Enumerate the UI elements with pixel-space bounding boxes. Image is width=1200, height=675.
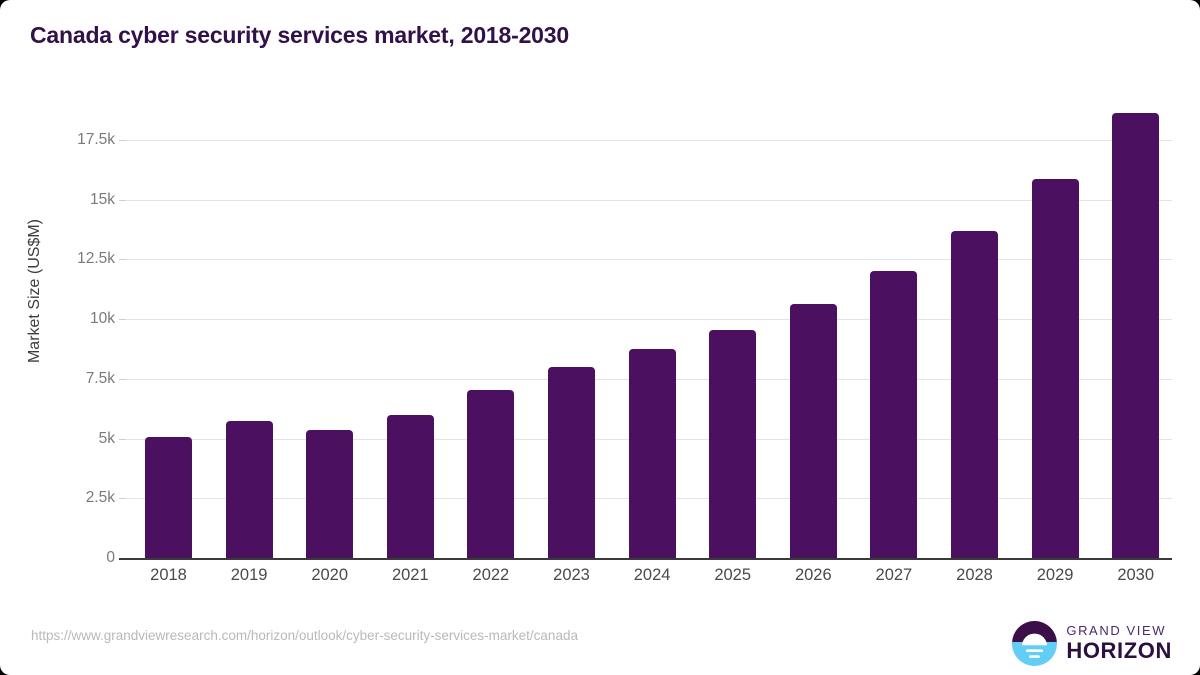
y-tick-mark bbox=[119, 438, 126, 440]
gridline bbox=[126, 140, 1172, 141]
bar-2025[interactable] bbox=[709, 329, 757, 558]
y-tick-mark bbox=[119, 199, 126, 201]
x-tick-label-2024: 2024 bbox=[633, 566, 671, 584]
x-tick-label-2018: 2018 bbox=[150, 566, 187, 584]
logo-text-grand-view: GRAND VIEW bbox=[1066, 623, 1167, 638]
y-tick-mark bbox=[119, 259, 126, 261]
bar-2027[interactable] bbox=[870, 271, 918, 558]
x-tick-label-2027: 2027 bbox=[875, 566, 913, 584]
logo-text-horizon: HORIZON bbox=[1066, 638, 1172, 663]
gridline bbox=[126, 259, 1172, 261]
x-tick-label-2023: 2023 bbox=[553, 566, 590, 584]
x-tick-label-2025: 2025 bbox=[714, 566, 752, 584]
page-title: Canada cyber security services market, 2… bbox=[30, 22, 569, 48]
y-tick-label: 2.5k bbox=[85, 489, 115, 507]
x-tick-label-2019: 2019 bbox=[230, 566, 268, 584]
bar-2024[interactable] bbox=[628, 349, 676, 558]
y-tick-label: 5k bbox=[98, 429, 115, 447]
bar-2021[interactable] bbox=[386, 414, 434, 558]
y-tick-label: 17.5k bbox=[77, 131, 115, 148]
y-tick-mark bbox=[119, 319, 126, 321]
gridline bbox=[126, 319, 1172, 321]
bar-2026[interactable] bbox=[789, 303, 837, 558]
x-tick-label-2028: 2028 bbox=[956, 566, 993, 584]
bar-2030[interactable] bbox=[1112, 112, 1160, 558]
x-tick-label-2021: 2021 bbox=[391, 566, 429, 584]
y-axis-tick-labels: 0 2.5k 5k 7.5k 10k 12.5k 15k 17.5k bbox=[30, 0, 115, 675]
horizon-circle-icon bbox=[1012, 620, 1058, 666]
bar-2023[interactable] bbox=[548, 366, 595, 558]
y-tick-mark bbox=[119, 140, 126, 141]
y-tick-label: 7.5k bbox=[85, 369, 115, 387]
y-tick-label: 0 bbox=[106, 549, 115, 566]
x-tick-label-2022: 2022 bbox=[472, 566, 510, 584]
y-tick-label: 10k bbox=[90, 310, 115, 328]
gridline bbox=[126, 199, 1172, 201]
x-tick-label-2026: 2026 bbox=[794, 566, 832, 584]
x-tick-label-2029: 2029 bbox=[1036, 566, 1074, 584]
x-tick-label-2030: 2030 bbox=[1117, 566, 1155, 584]
x-tick-label-2020: 2020 bbox=[311, 566, 349, 584]
bar-2020[interactable] bbox=[306, 430, 354, 558]
x-axis-origin-tick bbox=[119, 558, 126, 560]
y-tick-mark bbox=[119, 378, 126, 380]
y-tick-label: 12.5k bbox=[77, 250, 115, 268]
y-tick-mark bbox=[119, 498, 126, 500]
bar-2028[interactable] bbox=[951, 230, 998, 558]
logo-wordmark: GRAND VIEW HORIZON bbox=[1066, 624, 1172, 662]
source-url[interactable]: https://www.grandviewresearch.com/horizo… bbox=[31, 628, 578, 643]
bar-2019[interactable] bbox=[225, 420, 273, 558]
bar-2029[interactable] bbox=[1031, 179, 1079, 558]
x-axis-line bbox=[126, 558, 1172, 560]
bar-2018[interactable] bbox=[145, 437, 192, 558]
bar-2022[interactable] bbox=[467, 389, 515, 558]
grand-view-horizon-logo: GRAND VIEW HORIZON bbox=[1012, 619, 1172, 667]
y-tick-label: 15k bbox=[90, 190, 115, 208]
